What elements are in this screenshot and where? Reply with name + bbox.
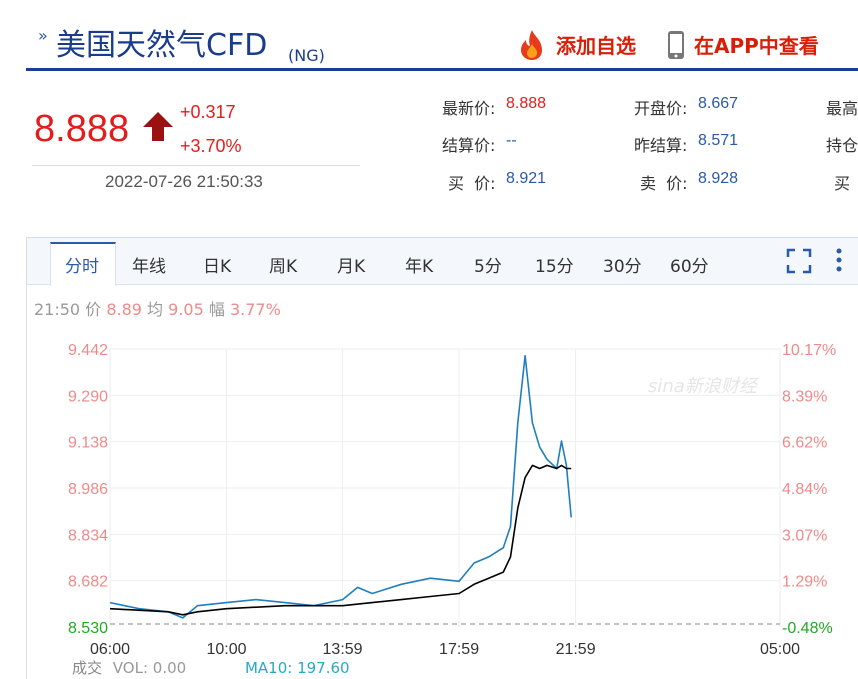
instrument-code: (NG) — [288, 46, 325, 65]
price-change: +0.317 — [180, 102, 236, 122]
tab-5min[interactable]: 5分 — [474, 257, 502, 277]
chart-info-row: 21:50 价 8.89 均 9.05 幅 3.77% — [34, 296, 281, 320]
y-tick-label: 8.682 — [68, 574, 108, 591]
pct-tick-label: 6.62% — [782, 435, 827, 452]
tab-30min[interactable]: 30分 — [603, 257, 642, 277]
page-title: 美国天然气CFD — [56, 28, 268, 63]
current-price: 8.888 — [34, 108, 130, 150]
settlement-value: -- — [506, 132, 517, 149]
pct-tick-label: -0.48% — [782, 620, 833, 637]
info-amp-label: 幅 — [208, 300, 225, 319]
page-header: » 美国天然气CFD (NG) 添加自选 在APP中查看 — [0, 0, 858, 71]
chart-panel — [26, 237, 858, 679]
sina-watermark: sina新浪财经 — [648, 376, 759, 397]
fullscreen-icon[interactable] — [786, 248, 812, 274]
y-tick-label: 8.530 — [68, 620, 108, 637]
ask-label: 卖 价: — [640, 174, 688, 193]
pct-tick-label: 4.84% — [782, 481, 827, 498]
intraday-chart: 9.442 10.17% 9.290 8.39% 9.138 6.62% 8.986 4.84… — [68, 342, 836, 654]
tab-yearly-k[interactable]: 年K — [405, 257, 434, 277]
settlement-label: 结算价: — [442, 136, 496, 155]
y-tick-label: 9.290 — [68, 388, 108, 405]
y-tick-label: 9.138 — [68, 435, 108, 452]
chart-tab-bar — [27, 238, 858, 285]
y-tick-label: 8.986 — [68, 481, 108, 498]
average-line — [109, 464, 572, 616]
volume-value: VOL: 0.00 — [112, 659, 187, 677]
price-change-percent: +3.70% — [180, 136, 242, 156]
x-tick-label: 17:59 — [439, 641, 479, 654]
latest-price-value: 8.888 — [506, 95, 547, 112]
info-price-value: 8.89 — [106, 300, 142, 319]
info-price-label: 价 — [85, 300, 102, 319]
tab-daily-k[interactable]: 日K — [203, 257, 232, 277]
chevrons-icon: » — [38, 26, 48, 45]
view-in-app-button[interactable]: 在APP中查看 — [694, 34, 819, 58]
tab-60min[interactable]: 60分 — [670, 257, 709, 277]
high-price-label: 最高 — [826, 99, 858, 118]
tab-monthly-k[interactable]: 月K — [337, 257, 366, 277]
up-arrow-icon — [142, 110, 174, 142]
info-amp-value: 3.77% — [229, 300, 281, 319]
price-line — [109, 354, 572, 619]
more-vertical-icon[interactable] — [833, 247, 845, 275]
tab-year-line[interactable]: 年线 — [132, 257, 166, 277]
open-price-value: 8.667 — [698, 95, 739, 112]
bid-value: 8.921 — [506, 170, 547, 187]
latest-price-label: 最新价: — [442, 99, 496, 118]
open-interest-label: 持仓 — [826, 136, 858, 155]
x-tick-label: 13:59 — [323, 641, 363, 654]
x-tick-label: 06:00 — [90, 641, 130, 654]
ask-value: 8.928 — [698, 170, 739, 187]
y-tick-label: 8.834 — [68, 527, 108, 544]
tab-15min[interactable]: 15分 — [535, 257, 574, 277]
open-price-label: 开盘价: — [634, 99, 688, 118]
phone-icon — [666, 30, 686, 60]
quote-timestamp: 2022-07-26 21:50:33 — [105, 172, 263, 191]
tab-intraday[interactable]: 分时 — [65, 257, 99, 277]
prev-settlement-label: 昨结算: — [634, 136, 688, 155]
header-divider — [26, 68, 858, 71]
info-avg-label: 均 — [147, 300, 164, 319]
pct-tick-label: 10.17% — [782, 342, 836, 359]
pct-tick-label: 1.29% — [782, 574, 827, 591]
pct-tick-label: 8.39% — [782, 388, 827, 405]
volume-label: 成交 — [72, 659, 103, 677]
volume-row: 成交 VOL: 0.00 MA10: 197.60 — [72, 657, 350, 678]
bid-label-2: 买 — [834, 174, 851, 193]
info-time: 21:50 — [34, 300, 81, 319]
volume-ma10: MA10: 197.60 — [244, 659, 350, 677]
bid-label: 买 价: — [448, 174, 496, 193]
add-watchlist-button[interactable]: 添加自选 — [556, 34, 636, 58]
x-tick-label: 21:59 — [556, 641, 596, 654]
fire-icon — [514, 28, 550, 62]
price-divider — [32, 165, 360, 166]
info-avg-value: 9.05 — [168, 300, 204, 319]
y-tick-label: 9.442 — [68, 342, 108, 359]
prev-settlement-value: 8.571 — [698, 132, 739, 149]
x-tick-label: 10:00 — [206, 641, 246, 654]
pct-tick-label: 3.07% — [782, 527, 827, 544]
x-tick-label: 05:00 — [760, 641, 800, 654]
active-tab-indicator — [50, 242, 116, 286]
tab-weekly-k[interactable]: 周K — [269, 257, 298, 277]
